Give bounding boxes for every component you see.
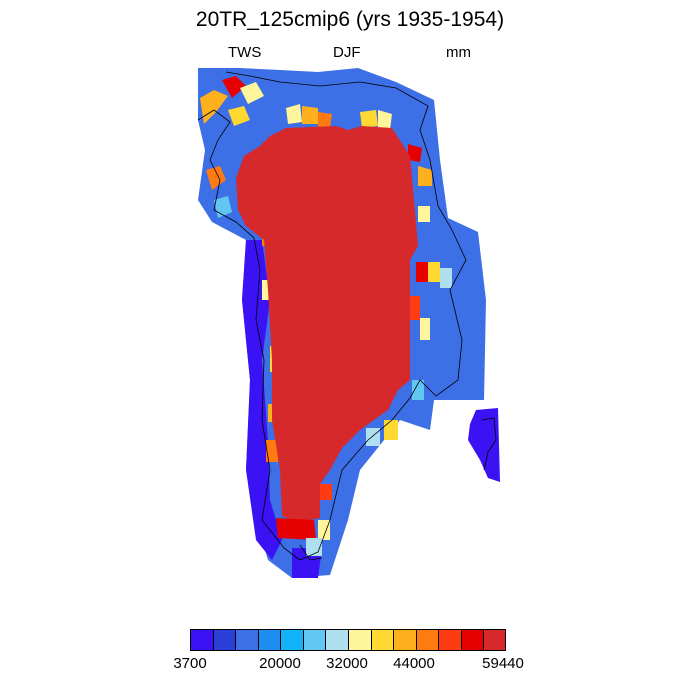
colorbar-swatch (212, 629, 236, 651)
colorbar-label-20000: 20000 (259, 655, 301, 672)
colorbar-swatch (415, 629, 439, 651)
colorbar-swatch (483, 629, 507, 651)
east-coast-band (366, 166, 452, 446)
colorbar-swatch (370, 629, 394, 651)
colorbar-swatch (280, 629, 304, 651)
colorbar-label-min: 3700 (173, 655, 207, 672)
northwest-coast-band (200, 76, 264, 218)
south-tip (276, 518, 322, 556)
colorbar-swatch (235, 629, 259, 651)
colorbar-swatch (190, 629, 214, 651)
units-label: mm (446, 44, 471, 61)
coastlines (197, 71, 497, 561)
plot-title: 20TR_125cmip6 (yrs 1935-1954) (195, 8, 505, 31)
north-coast-band (286, 104, 422, 162)
colorbar-swatch (302, 629, 326, 651)
colorbar-swatch (325, 629, 349, 651)
eastern-island (468, 408, 500, 482)
colorbar-swatch (393, 629, 417, 651)
colorbar-swatch (438, 629, 462, 651)
ice-sheet-interior (236, 126, 418, 522)
colorbar-label-32000: 32000 (326, 655, 368, 672)
colorbar-label-44000: 44000 (393, 655, 435, 672)
colorbar-label-max: 59440 (482, 655, 524, 672)
colorbar-swatch (460, 629, 484, 651)
colorbar-swatch (257, 629, 281, 651)
season-label: DJF (333, 44, 361, 61)
variable-label: TWS (228, 44, 262, 61)
colorbar-swatch (348, 629, 372, 651)
